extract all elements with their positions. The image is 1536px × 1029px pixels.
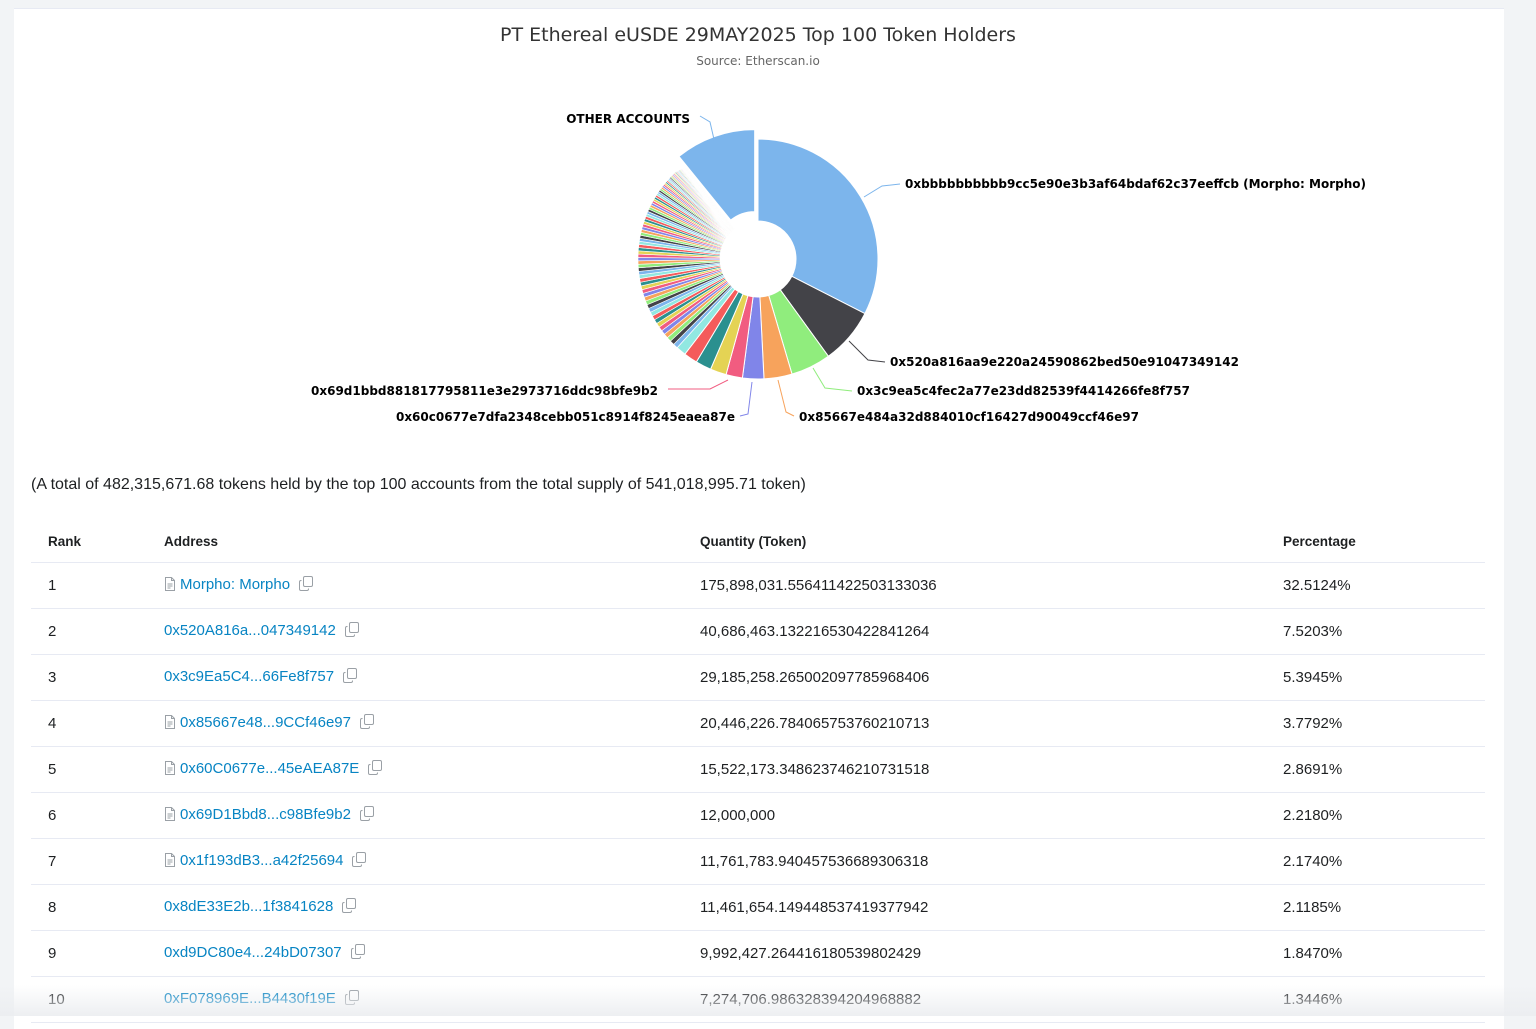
table-row: 1 Morpho: Morpho 175,898,031.5564114225031… xyxy=(31,562,1485,609)
holder-address-link[interactable]: 0x1f193dB3...a42f25694 xyxy=(180,852,344,869)
address-cell: 0x69D1Bbd8...c98Bfe9b2 xyxy=(147,792,683,839)
pie-label-connector xyxy=(699,115,717,149)
pie-slice-other-accounts[interactable] xyxy=(678,129,756,221)
copy-icon[interactable] xyxy=(352,852,367,871)
copy-icon[interactable] xyxy=(368,760,383,779)
holder-address-link[interactable]: 0x8dE33E2b...1f3841628 xyxy=(164,898,334,915)
holder-address-link[interactable]: 0x520A816a...047349142 xyxy=(164,622,336,639)
percentage-cell: 2.2180% xyxy=(1266,792,1485,839)
pie-label-rank-2: 0x520a816aa9e220a24590862bed50e910473491… xyxy=(890,355,1239,369)
pie-label-connector xyxy=(739,381,753,417)
percentage-cell: 2.8691% xyxy=(1266,746,1485,793)
holder-address-link[interactable]: 0x3c9Ea5C4...66Fe8f757 xyxy=(164,668,335,685)
percentage-cell: 7.5203% xyxy=(1266,608,1485,655)
rank-cell: 2 xyxy=(31,608,147,655)
pie-label-morpho: 0xbbbbbbbbbb9cc5e90e3b3af64bdaf62c37eeff… xyxy=(905,177,1366,191)
copy-icon[interactable] xyxy=(343,668,358,687)
contract-file-icon xyxy=(164,807,176,825)
table-row: 2 0x520A816a...047349142 40,686,463.132216… xyxy=(31,608,1485,655)
pie-label-rank-6: 0x69d1bbd881817795811e3e2973716ddc98bfe9… xyxy=(311,384,658,398)
pie-label-rank-4: 0x85667e484a32d884010cf16427d90049ccf46e… xyxy=(799,410,1139,424)
percentage-cell: 2.1740% xyxy=(1266,838,1485,885)
pie-label-connector xyxy=(777,379,795,417)
rank-cell: 9 xyxy=(31,930,147,977)
quantity-cell: 20,446,226.784065753760210713 xyxy=(683,700,1266,747)
address-cell: 0x1f193dB3...a42f25694 xyxy=(147,838,683,885)
address-cell: 0xd9DC80e4...24bD07307 xyxy=(147,930,683,977)
rank-cell: 7 xyxy=(31,838,147,885)
quantity-cell: 29,185,258.265002097785968406 xyxy=(683,654,1266,701)
holder-address-link[interactable]: 0x69D1Bbd8...c98Bfe9b2 xyxy=(180,806,351,823)
rank-cell: 1 xyxy=(31,562,147,609)
quantity-cell: 175,898,031.556411422503133036 xyxy=(683,562,1266,609)
rank-cell: 5 xyxy=(31,746,147,793)
holder-address-link[interactable]: 0xd9DC80e4...24bD07307 xyxy=(164,944,342,961)
percentage-cell: 2.1185% xyxy=(1266,884,1485,931)
address-cell: 0x3c9Ea5C4...66Fe8f757 xyxy=(147,654,683,701)
pie-slice-small-holder[interactable] xyxy=(686,167,736,230)
rank-cell: 3 xyxy=(31,654,147,701)
pie-label-connector xyxy=(848,340,886,363)
chart-subtitle: Source: Etherscan.io xyxy=(696,54,820,68)
table-row: 8 0x8dE33E2b...1f3841628 11,461,654.149448… xyxy=(31,884,1485,931)
table-row: 4 0x85667e48...9CCf46e97 20,446,226.784065… xyxy=(31,700,1485,747)
table-row: 7 0x1f193dB3...a42f25694 11,761,783.940457… xyxy=(31,838,1485,885)
rank-cell: 8 xyxy=(31,884,147,931)
percentage-cell: 32.5124% xyxy=(1266,562,1485,609)
quantity-cell: 40,686,463.132216530422841264 xyxy=(683,608,1266,655)
holder-address-link[interactable]: 0xF078969E...B4430f19E xyxy=(164,990,336,1007)
holder-address-link[interactable]: 0x60C0677e...45eAEA87E xyxy=(180,760,360,777)
contract-file-icon xyxy=(164,715,176,733)
rank-cell: 4 xyxy=(31,700,147,747)
address-cell: Morpho: Morpho xyxy=(147,562,683,609)
copy-icon[interactable] xyxy=(344,990,359,1009)
rank-header: Rank xyxy=(31,520,147,563)
address-cell: 0x85667e48...9CCf46e97 xyxy=(147,700,683,747)
copy-icon[interactable] xyxy=(342,898,357,917)
copy-icon[interactable] xyxy=(359,806,374,825)
address-cell: 0x520A816a...047349142 xyxy=(147,608,683,655)
copy-icon[interactable] xyxy=(350,944,365,963)
copy-icon[interactable] xyxy=(344,622,359,641)
percentage-cell: 5.3945% xyxy=(1266,654,1485,701)
percentage-header: Percentage xyxy=(1266,520,1485,563)
copy-icon[interactable] xyxy=(299,576,314,595)
pie-label-connector xyxy=(863,183,901,198)
address-cell: 0x8dE33E2b...1f3841628 xyxy=(147,884,683,931)
quantity-cell: 11,761,783.940457536689306318 xyxy=(683,838,1266,885)
quantity-cell: 12,000,000 xyxy=(683,792,1266,839)
table-row: 6 0x69D1Bbd8...c98Bfe9b2 12,000,000 2.2180% xyxy=(31,792,1485,839)
chart-title: PT Ethereal eUSDE 29MAY2025 Top 100 Toke… xyxy=(500,24,1016,46)
address-header: Address xyxy=(147,520,683,563)
rank-cell: 6 xyxy=(31,792,147,839)
pie-label-connector xyxy=(668,379,729,390)
table-header-row: Rank Address Quantity (Token) Percentage xyxy=(31,520,1485,563)
contract-file-icon xyxy=(164,761,176,779)
holders-pie-chart: 0xbbbbbbbbbb9cc5e90e3b3af64bdaf62c37eeff… xyxy=(311,112,1366,424)
quantity-cell: 11,461,654.149448537419377942 xyxy=(683,884,1266,931)
total-supply-summary: (A total of 482,315,671.68 tokens held b… xyxy=(31,476,806,493)
percentage-cell: 3.7792% xyxy=(1266,700,1485,747)
holders-table: Rank Address Quantity (Token) Percentage… xyxy=(31,520,1485,1023)
percentage-cell: 1.8470% xyxy=(1266,930,1485,977)
pie-label-other-accounts: OTHER ACCOUNTS xyxy=(566,112,690,126)
pie-label-rank-5: 0x60c0677e7dfa2348cebb051c8914f8245eaea8… xyxy=(396,410,735,424)
table-row: 9 0xd9DC80e4...24bD07307 9,992,427.2644161… xyxy=(31,930,1485,977)
table-row: 3 0x3c9Ea5C4...66Fe8f757 29,185,258.265002… xyxy=(31,654,1485,701)
quantity-cell: 15,522,173.348623746210731518 xyxy=(683,746,1266,793)
pie-label-rank-3: 0x3c9ea5c4fec2a77e23dd82539f4414266fe8f7… xyxy=(857,384,1190,398)
holder-address-link[interactable]: Morpho: Morpho xyxy=(180,576,291,593)
address-cell: 0x60C0677e...45eAEA87E xyxy=(147,746,683,793)
holder-address-link[interactable]: 0x85667e48...9CCf46e97 xyxy=(180,714,351,731)
table-row: 5 0x60C0677e...45eAEA87E 15,522,173.348623… xyxy=(31,746,1485,793)
copy-icon[interactable] xyxy=(359,714,374,733)
contract-file-icon xyxy=(164,577,176,595)
pie-label-connector xyxy=(812,367,853,392)
contract-file-icon xyxy=(164,853,176,871)
pie-slice-1[interactable] xyxy=(757,138,879,315)
quantity-header: Quantity (Token) xyxy=(683,520,1266,563)
quantity-cell: 9,992,427.264416180539802429 xyxy=(683,930,1266,977)
